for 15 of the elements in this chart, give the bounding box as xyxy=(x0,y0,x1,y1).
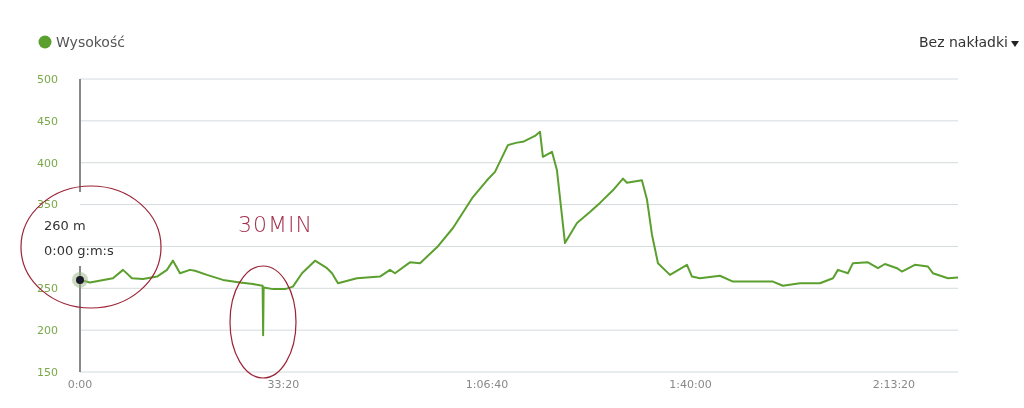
x-tick-label: 33:20 xyxy=(267,378,300,391)
annotation: 30MIN xyxy=(238,212,313,237)
y-tick-label: 450 xyxy=(37,114,58,128)
x-tick-label: 0:00 xyxy=(67,378,93,391)
annotation: 260 m xyxy=(44,218,86,233)
x-tick-label: 1:06:40 xyxy=(465,378,509,391)
x-tick-label: 2:13:20 xyxy=(872,378,916,391)
legend-label: Wysokość xyxy=(56,34,125,50)
y-tick-label: 200 xyxy=(37,323,58,337)
y-tick-label: 150 xyxy=(37,365,58,379)
x-tick-label: 1:40:00 xyxy=(669,378,712,391)
y-tick-label: 500 xyxy=(37,72,58,86)
y-tick-label: 400 xyxy=(37,156,58,170)
annotation: 0:00 g:m:s xyxy=(44,243,114,258)
text: Bez nakładki xyxy=(918,34,1008,50)
